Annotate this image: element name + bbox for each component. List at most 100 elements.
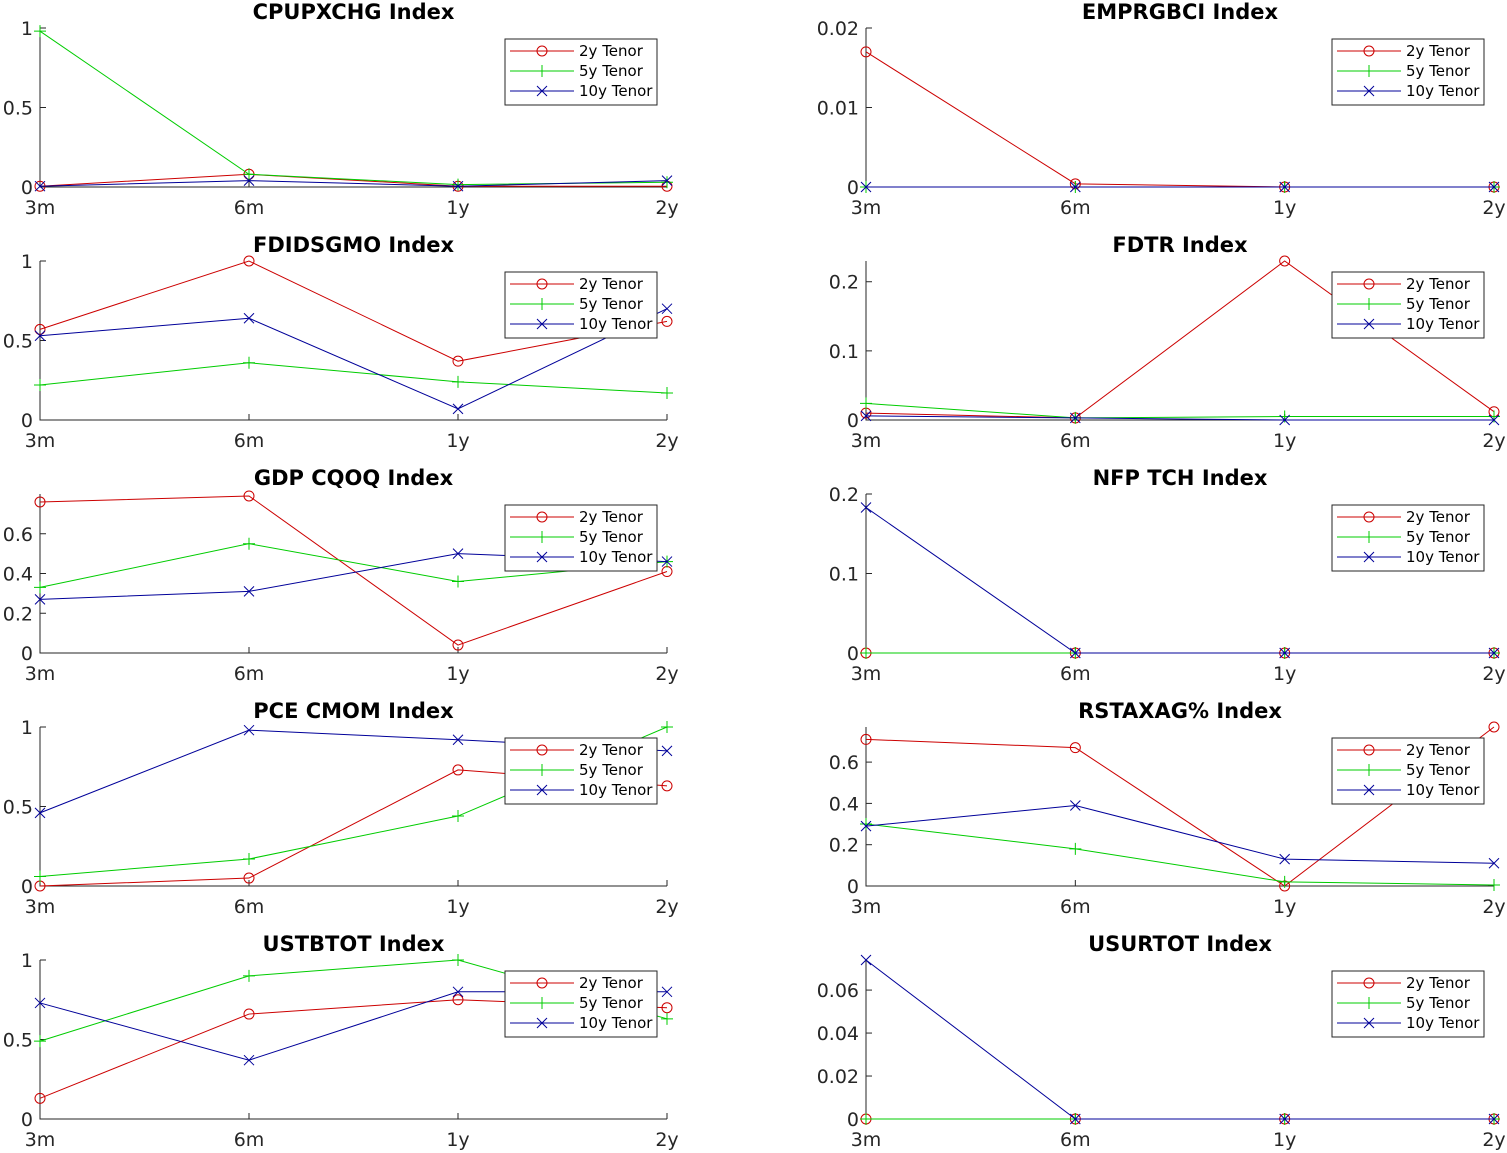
data-point-2y-tenor (34, 496, 46, 508)
x-tick-label: 6m (234, 663, 265, 685)
x-tick-label: 2y (1482, 663, 1505, 685)
data-point-2y-tenor (1279, 255, 1291, 267)
legend: 2y Tenor 5y Tenor 10y Tenor (504, 737, 658, 805)
data-point-5y-tenor (34, 25, 46, 38)
legend-label-2y-tenor: 2y Tenor (1406, 42, 1471, 60)
x-tick-label: 6m (1060, 430, 1091, 452)
legend: 2y Tenor 5y Tenor 10y Tenor (1331, 970, 1485, 1038)
legend-marker-2y-tenor (536, 278, 548, 290)
x-tick-label: 3m (851, 663, 882, 685)
y-tick-label: 0.4 (3, 564, 33, 586)
y-tick-label: 1 (21, 717, 33, 739)
data-point-2y-tenor (860, 733, 872, 745)
legend-marker-5y-tenor (536, 997, 548, 1009)
data-point-10y-tenor (1069, 1113, 1081, 1125)
legend: 2y Tenor 5y Tenor 10y Tenor (504, 38, 658, 106)
data-point-10y-tenor (1279, 1113, 1291, 1125)
y-tick-label: 0.4 (829, 793, 859, 815)
data-point-5y-tenor (243, 852, 255, 865)
legend-label-2y-tenor: 2y Tenor (1406, 974, 1471, 992)
legend-box (1331, 737, 1485, 805)
legend: 2y Tenor 5y Tenor 10y Tenor (1331, 504, 1485, 572)
data-point-5y-tenor (661, 721, 673, 733)
y-tick-label: 0.5 (3, 797, 33, 819)
data-point-10y-tenor (1069, 800, 1081, 811)
data-point-10y-tenor (1279, 181, 1291, 193)
legend-marker-2y-tenor (1363, 977, 1375, 989)
y-tick-label: 1 (21, 251, 33, 273)
data-point-10y-tenor (452, 734, 464, 746)
chart-fdidsgmo-index: FDIDSGMO Index 0 0.5 1 3m 6m 1y 2y 2y Tenor 5y Te… (3, 233, 679, 452)
data-point-5y-tenor (860, 647, 872, 659)
legend-box (504, 38, 658, 106)
legend-marker-2y-tenor (1363, 278, 1375, 290)
data-point-2y-tenor (452, 355, 464, 367)
legend-marker-2y-tenor (536, 511, 548, 523)
x-tick-label: 1y (1273, 896, 1296, 918)
data-point-5y-tenor (243, 969, 255, 982)
legend-label-2y-tenor: 2y Tenor (1406, 741, 1471, 759)
legend-marker-5y-tenor (1363, 997, 1375, 1009)
legend-marker-10y-tenor (1363, 1017, 1375, 1029)
y-tick-label: 0 (847, 177, 859, 199)
series-line-5y-tenor (39, 543, 668, 588)
y-tick-label: 0 (21, 177, 33, 199)
chart-title: CPUPXCHG Index (253, 0, 455, 24)
x-tick-label: 3m (25, 197, 56, 219)
data-point-10y-tenor (661, 556, 673, 567)
legend: 2y Tenor 5y Tenor 10y Tenor (504, 970, 658, 1038)
legend-marker-5y-tenor (1363, 298, 1375, 310)
x-tick-label: 2y (655, 430, 678, 452)
y-tick-label: 0.5 (3, 1030, 33, 1052)
legend-label-2y-tenor: 2y Tenor (1406, 508, 1471, 526)
legend-label-10y-tenor: 10y Tenor (579, 781, 653, 799)
legend-label-5y-tenor: 5y Tenor (579, 62, 644, 80)
series-line-5y-tenor (865, 823, 1495, 886)
x-tick-label: 6m (234, 896, 265, 918)
x-tick-label: 3m (25, 1129, 56, 1151)
legend-box (1331, 38, 1485, 106)
data-point-5y-tenor (34, 379, 46, 392)
legend-marker-5y-tenor (1363, 531, 1375, 543)
legend-label-5y-tenor: 5y Tenor (1406, 994, 1471, 1012)
y-tick-label: 0.02 (817, 18, 859, 40)
legend-label-5y-tenor: 5y Tenor (1406, 528, 1471, 546)
data-point-5y-tenor (860, 397, 872, 410)
legend-marker-5y-tenor (536, 531, 548, 543)
data-point-2y-tenor (243, 255, 255, 267)
y-tick-label: 0.2 (829, 835, 859, 857)
legend-box (504, 271, 658, 339)
data-point-10y-tenor (34, 593, 46, 605)
data-point-5y-tenor (860, 818, 872, 831)
chart-usurtot-index: USURTOT Index 0 0.02 0.04 0.06 3m 6m 1y 2y 2y Ten… (817, 932, 1506, 1151)
data-point-2y-tenor (452, 639, 464, 651)
y-tick-label: 0.6 (829, 752, 859, 774)
legend-marker-5y-tenor (1363, 764, 1375, 776)
data-point-10y-tenor (1069, 181, 1081, 193)
legend-label-5y-tenor: 5y Tenor (1406, 295, 1471, 313)
data-point-2y-tenor (1488, 721, 1500, 733)
chart-title: GDP CQOQ Index (254, 466, 454, 490)
series-line-10y-tenor (39, 308, 668, 410)
data-point-5y-tenor (243, 356, 255, 369)
data-point-10y-tenor (1488, 1113, 1500, 1125)
legend-box (504, 970, 658, 1038)
legend-label-10y-tenor: 10y Tenor (579, 82, 653, 100)
chart-title: FDIDSGMO Index (253, 233, 454, 257)
chart-title: USURTOT Index (1088, 932, 1272, 956)
x-tick-label: 2y (655, 197, 678, 219)
legend-label-10y-tenor: 10y Tenor (1406, 315, 1480, 333)
x-tick-label: 1y (1273, 663, 1296, 685)
y-tick-label: 0.01 (817, 98, 859, 120)
data-point-10y-tenor (243, 312, 255, 324)
series-line-5y-tenor (39, 362, 668, 394)
y-tick-label: 0 (847, 876, 859, 898)
x-tick-label: 6m (234, 197, 265, 219)
data-point-2y-tenor (243, 1008, 255, 1020)
data-point-10y-tenor (661, 175, 673, 186)
y-tick-label: 0 (847, 410, 859, 432)
legend-label-2y-tenor: 2y Tenor (579, 508, 644, 526)
data-point-5y-tenor (1488, 410, 1500, 423)
data-point-10y-tenor (243, 586, 255, 597)
data-point-10y-tenor (34, 330, 46, 342)
